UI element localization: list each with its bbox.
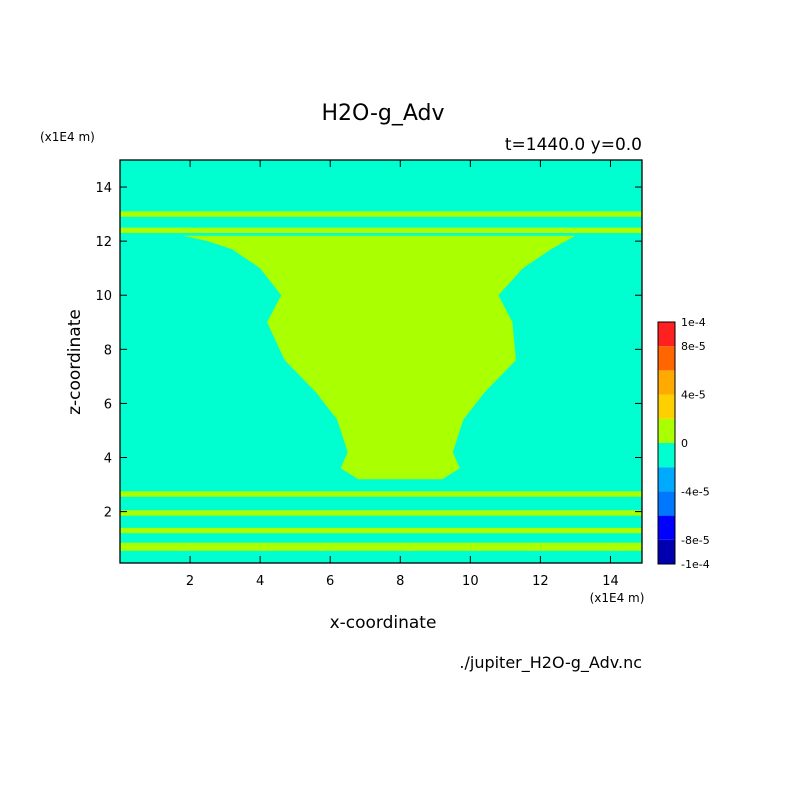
y-tick-label: 8 [104, 343, 112, 358]
x-tick-label: 12 [532, 574, 549, 589]
chart-subtitle: t=1440.0 y=0.0 [505, 135, 642, 155]
y-tick-label: 6 [104, 397, 112, 412]
field-band [120, 211, 642, 217]
colorbar-frame [657, 321, 676, 565]
x-tick-label: 2 [186, 574, 194, 589]
x-tick-label: 6 [326, 574, 334, 589]
colorbar-segment [658, 370, 675, 395]
field-band [120, 510, 642, 516]
x-tick-label: 4 [256, 574, 264, 589]
source-file-label: ./jupiter_H2O-g_Adv.nc [459, 653, 642, 673]
colorbar-segment [658, 491, 675, 516]
y-tick-label: 2 [104, 506, 112, 521]
x-tick-label: 8 [396, 574, 404, 589]
plume-region [183, 235, 576, 480]
field-band [120, 527, 642, 534]
plot-frame [119, 159, 643, 564]
colorbar-segment [658, 346, 675, 371]
x-tick-label: 10 [462, 574, 479, 589]
y-tick-label: 10 [95, 289, 112, 304]
colorbar-segment [658, 443, 675, 468]
y-tick-label: 14 [95, 181, 112, 196]
y-axis: 2 4 6 8 10 12 14 [95, 181, 642, 521]
colorbar-segment [658, 539, 675, 564]
colorbar-tick-label: -8e-5 [681, 534, 710, 547]
colorbar-segment [658, 418, 675, 443]
x-axis-label: x-coordinate [330, 613, 437, 633]
x-tick-label: 14 [602, 574, 619, 589]
colorbar-tick-label: 4e-5 [681, 389, 706, 402]
colorbar: 1e-4 8e-5 4e-5 0 -4e-5 -8e-5 -1e-4 [657, 316, 710, 571]
y-axis-unit: (x1E4 m) [40, 130, 95, 144]
colorbar-tick-label: -4e-5 [681, 485, 710, 498]
colorbar-tick-label: -1e-4 [681, 558, 710, 571]
colorbar-segment [658, 467, 675, 492]
y-axis-label: z-coordinate [65, 309, 85, 415]
x-axis: 2 4 6 8 10 12 14 [186, 160, 619, 589]
colorbar-segment [658, 515, 675, 540]
field-band [120, 491, 642, 497]
plot-area [120, 160, 642, 563]
colorbar-tick-label: 1e-4 [681, 316, 706, 329]
y-tick-label: 12 [95, 235, 112, 250]
colorbar-segment [658, 394, 675, 419]
field-band [120, 227, 642, 234]
colorbar-tick-label: 8e-5 [681, 340, 706, 353]
x-axis-unit: (x1E4 m) [590, 591, 645, 605]
colorbar-tick-label: 0 [681, 437, 688, 450]
y-tick-label: 4 [104, 452, 112, 467]
chart-title: H2O-g_Adv [321, 101, 444, 126]
colorbar-segment [658, 322, 675, 347]
field-band [120, 542, 642, 551]
